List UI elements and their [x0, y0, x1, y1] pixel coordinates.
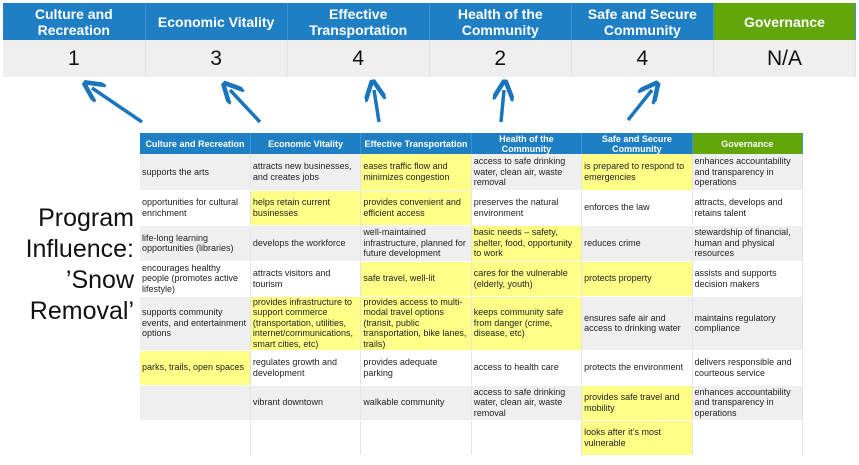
matrix-cell	[140, 385, 251, 421]
summary-header-health: Health of the Community	[429, 3, 572, 40]
matrix-header-governance: Governance	[692, 133, 804, 154]
score-economic: 3	[145, 40, 288, 77]
matrix-cell: regulates growth and development	[250, 350, 362, 386]
matrix-cell: access to safe drinking water, clean air…	[471, 154, 583, 191]
matrix-row: encourages healthy people (promotes acti…	[140, 261, 804, 297]
matrix-cell: attracts, develops and retains talent	[692, 190, 804, 226]
summary-header-culture: Culture and Recreation	[3, 3, 146, 40]
matrix-cell	[471, 420, 583, 456]
program-influence-label: Program Influence: ’Snow Removal’	[0, 203, 134, 327]
matrix-row: vibrant downtown walkable community access…	[140, 385, 804, 421]
matrix-cell: reduces crime	[581, 225, 693, 262]
summary-score-row: 1 3 4 2 4 N/A	[3, 40, 857, 77]
summary-header-economic: Economic Vitality	[145, 3, 288, 40]
matrix-cell: basic needs – safety, shelter, food, opp…	[471, 225, 583, 262]
matrix-cell: helps retain current businesses	[250, 190, 362, 226]
matrix-cell: preserves the natural environment	[471, 190, 583, 226]
matrix-cell: maintains regulatory compliance	[692, 296, 804, 351]
matrix-header-economic: Economic Vitality	[250, 133, 362, 154]
matrix-cell	[140, 420, 251, 456]
matrix-cell: safe travel, well-lit	[360, 261, 472, 297]
summary-header-row: Culture and Recreation Economic Vitality…	[3, 3, 857, 40]
summary-score-table: Culture and Recreation Economic Vitality…	[3, 3, 857, 77]
summary-header-safety: Safe and Secure Community	[571, 3, 714, 40]
matrix-row: life-long learning opportunities (librar…	[140, 225, 804, 262]
matrix-cell: well-maintained infrastructure, planned …	[360, 225, 472, 262]
matrix-cell: access to health care	[471, 350, 583, 386]
matrix-cell: provides access to multi-modal travel op…	[360, 296, 472, 351]
arrows	[0, 0, 859, 124]
arrow-icon-culture	[92, 88, 143, 124]
matrix-cell: is prepared to respond to emergencies	[581, 154, 693, 191]
matrix-cell: enforces the law	[581, 190, 693, 226]
matrix-cell: walkable community	[360, 385, 472, 421]
matrix-header-health: Health of the Community	[471, 133, 583, 154]
matrix-row: supports the arts attracts new businesses…	[140, 154, 804, 191]
label-line: ’Snow	[65, 266, 134, 294]
matrix-cell: keeps community safe from danger (crime,…	[471, 296, 583, 351]
matrix-cell	[360, 420, 472, 456]
matrix-header-row: Culture and Recreation Economic Vitality…	[140, 133, 804, 154]
matrix-cell: protects property	[581, 261, 693, 297]
matrix-cell: life-long learning opportunities (librar…	[140, 225, 251, 262]
matrix-cell: assists and supports decision makers	[692, 261, 804, 297]
matrix-row: parks, trails, open spaces regulates grow…	[140, 350, 804, 386]
matrix-cell: provides infrastructure to support comme…	[250, 296, 362, 351]
matrix-cell: access to safe drinking water, clean air…	[471, 385, 583, 421]
matrix-row: opportunities for cultural enrichment hel…	[140, 190, 804, 226]
summary-header-transportation: Effective Transportation	[287, 3, 430, 40]
matrix-cell: attracts visitors and tourism	[250, 261, 362, 297]
label-line: Program	[38, 204, 134, 232]
matrix-header-transportation: Effective Transportation	[360, 133, 472, 154]
matrix-cell	[250, 420, 362, 456]
score-governance: N/A	[713, 40, 857, 77]
matrix-cell: supports the arts	[140, 154, 251, 191]
matrix-cell: encourages healthy people (promotes acti…	[140, 261, 251, 297]
score-safety: 4	[571, 40, 714, 77]
matrix-cell: provides safe travel and mobility	[581, 385, 693, 421]
score-culture: 1	[3, 40, 146, 77]
label-line: Removal’	[29, 297, 134, 325]
arrow-icon-economic	[230, 90, 262, 124]
arrow-icon-safety	[626, 90, 652, 122]
matrix-cell: provides convenient and efficient access	[360, 190, 472, 226]
influence-matrix-table: Culture and Recreation Economic Vitality…	[140, 133, 804, 456]
score-transportation: 4	[287, 40, 430, 77]
matrix-cell: develops the workforce	[250, 225, 362, 262]
matrix-row: supports community events, and entertain…	[140, 296, 804, 351]
matrix-cell: provides adequate parking	[360, 350, 472, 386]
matrix-cell: supports community events, and entertain…	[140, 296, 251, 351]
arrow-icon-transportation	[374, 90, 379, 123]
matrix-cell: parks, trails, open spaces	[140, 350, 251, 386]
matrix-cell: enhances accountability and transparency…	[692, 385, 804, 421]
summary-header-governance: Governance	[713, 3, 857, 40]
matrix-cell: opportunities for cultural enrichment	[140, 190, 251, 226]
matrix-cell: attracts new businesses, and creates job…	[250, 154, 362, 191]
matrix-cell: protects the environment	[581, 350, 693, 386]
matrix-cell: enhances accountability and transparency…	[692, 154, 804, 191]
label-line: Influence:	[25, 235, 134, 263]
matrix-cell: stewardship of financial, human and phys…	[692, 225, 804, 262]
score-health: 2	[429, 40, 572, 77]
matrix-header-culture: Culture and Recreation	[140, 133, 251, 154]
matrix-cell: vibrant downtown	[250, 385, 362, 421]
matrix-cell: eases traffic flow and minimizes congest…	[360, 154, 472, 191]
arrow-icon-health	[501, 90, 504, 123]
matrix-header-safety: Safe and Secure Community	[581, 133, 693, 154]
matrix-cell: looks after it’s most vulnerable	[581, 420, 693, 456]
matrix-cell: delivers responsible and courteous servi…	[692, 350, 804, 386]
matrix-cell: ensures safe air and access to drinking …	[581, 296, 693, 351]
matrix-cell: cares for the vulnerable (elderly, youth…	[471, 261, 583, 297]
matrix-row: looks after it’s most vulnerable	[140, 420, 804, 456]
matrix-cell	[692, 420, 804, 456]
